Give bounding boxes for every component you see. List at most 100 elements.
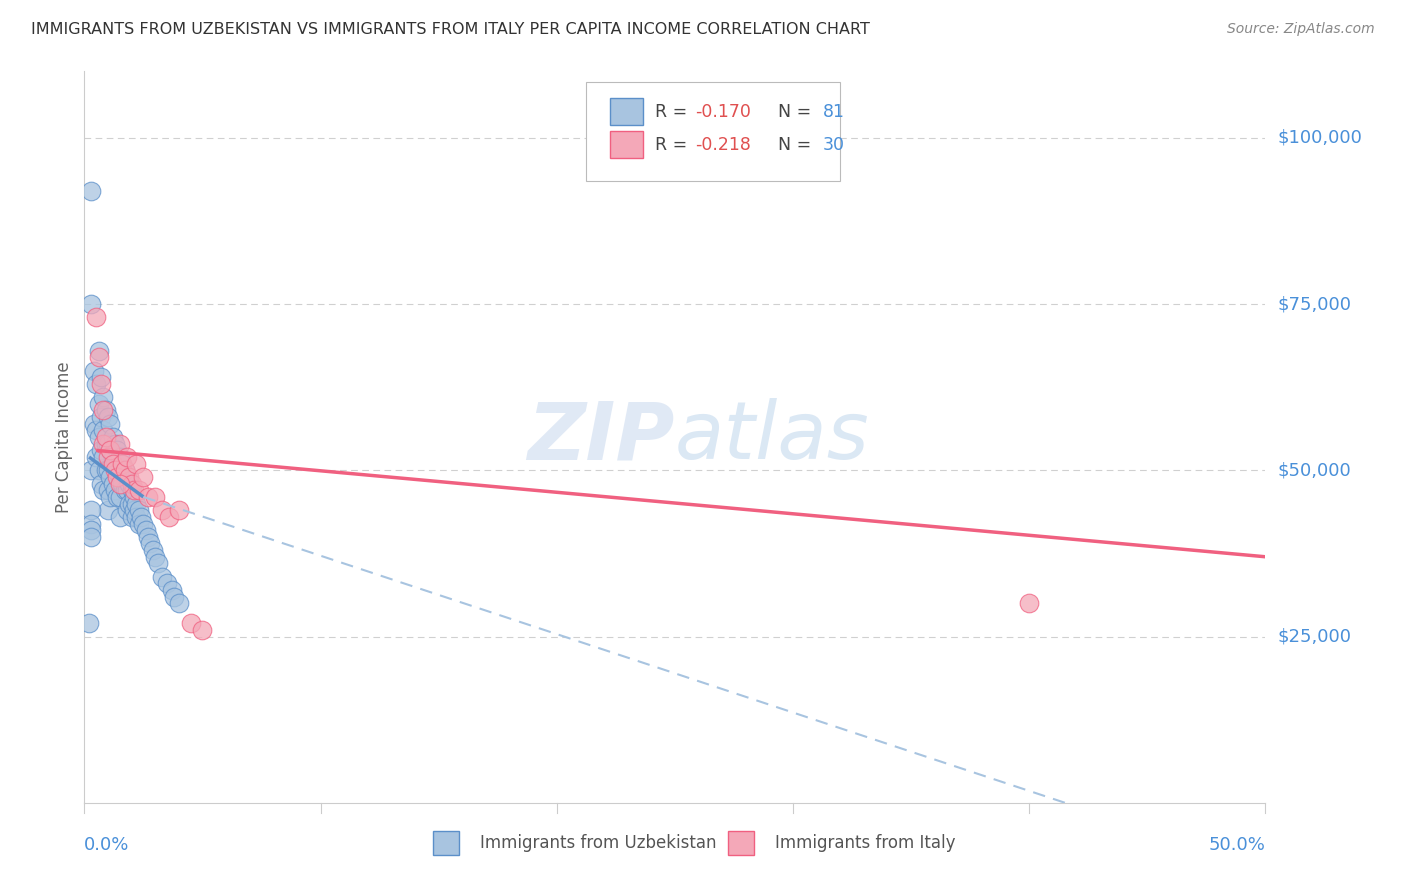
Point: [114, 463, 136, 477]
Point: [129, 509, 152, 524]
Text: atlas: atlas: [675, 398, 870, 476]
Point: [90, 376, 112, 391]
Point: [150, 503, 173, 517]
Point: [128, 503, 150, 517]
Point: [122, 503, 145, 517]
Point: [98, 443, 121, 458]
Point: [136, 530, 159, 544]
Point: [98, 417, 121, 431]
Point: [191, 623, 214, 637]
FancyBboxPatch shape: [610, 130, 643, 159]
Text: Immigrants from Italy: Immigrants from Italy: [775, 834, 956, 852]
Text: 81: 81: [823, 103, 845, 120]
Text: -0.218: -0.218: [695, 136, 751, 153]
Point: [107, 463, 129, 477]
Point: [97, 503, 120, 517]
Point: [97, 450, 120, 464]
Text: ZIP: ZIP: [527, 398, 675, 476]
Point: [98, 443, 121, 458]
Point: [108, 436, 131, 450]
Point: [157, 509, 180, 524]
Point: [156, 576, 179, 591]
Point: [84, 424, 107, 438]
Point: [121, 476, 143, 491]
Point: [136, 490, 159, 504]
Text: $25,000: $25,000: [1277, 628, 1351, 646]
Point: [84, 376, 107, 391]
Point: [104, 457, 127, 471]
Point: [97, 410, 120, 425]
Point: [142, 543, 165, 558]
Point: [84, 450, 107, 464]
Point: [94, 436, 117, 450]
Point: [91, 403, 114, 417]
Point: [94, 403, 117, 417]
Point: [146, 557, 169, 571]
Point: [97, 436, 120, 450]
Point: [87, 351, 110, 365]
Text: Source: ZipAtlas.com: Source: ZipAtlas.com: [1227, 22, 1375, 37]
Point: [115, 503, 138, 517]
Point: [91, 390, 114, 404]
Point: [108, 490, 131, 504]
Point: [108, 509, 131, 524]
Point: [114, 463, 136, 477]
Point: [122, 483, 145, 498]
Point: [128, 516, 150, 531]
Point: [80, 184, 103, 198]
Point: [135, 523, 157, 537]
Point: [90, 476, 112, 491]
Point: [87, 463, 110, 477]
Point: [97, 483, 120, 498]
Point: [125, 457, 148, 471]
Text: Immigrants from Uzbekistan: Immigrants from Uzbekistan: [479, 834, 717, 852]
Point: [143, 549, 166, 564]
Point: [91, 436, 114, 450]
Point: [107, 490, 129, 504]
Point: [80, 516, 103, 531]
Point: [122, 490, 145, 504]
Point: [97, 463, 120, 477]
FancyBboxPatch shape: [586, 82, 841, 181]
Point: [107, 470, 129, 484]
Point: [91, 450, 114, 464]
Point: [125, 497, 148, 511]
Point: [90, 370, 112, 384]
Point: [108, 476, 131, 491]
Point: [84, 310, 107, 325]
Point: [108, 470, 131, 484]
Point: [111, 457, 134, 471]
Point: [91, 483, 114, 498]
Point: [108, 450, 131, 464]
Point: [167, 503, 190, 517]
Text: $75,000: $75,000: [1277, 295, 1351, 313]
Text: R =: R =: [655, 103, 693, 120]
Point: [125, 509, 148, 524]
Point: [160, 582, 183, 597]
Point: [115, 470, 138, 484]
Point: [87, 430, 110, 444]
Point: [132, 516, 155, 531]
Point: [121, 497, 143, 511]
Point: [80, 463, 103, 477]
Point: [111, 476, 134, 491]
Point: [83, 417, 105, 431]
Point: [128, 483, 150, 498]
Text: N =: N =: [768, 103, 817, 120]
Point: [115, 450, 138, 464]
Point: [94, 463, 117, 477]
Point: [1018, 596, 1040, 610]
Point: [107, 443, 129, 458]
FancyBboxPatch shape: [728, 831, 754, 855]
Point: [90, 410, 112, 425]
Point: [104, 436, 127, 450]
Point: [167, 596, 190, 610]
Text: 30: 30: [823, 136, 845, 153]
Point: [80, 297, 103, 311]
Point: [87, 343, 110, 358]
Point: [80, 503, 103, 517]
Point: [139, 536, 162, 550]
Point: [91, 424, 114, 438]
Point: [121, 509, 143, 524]
Text: 0.0%: 0.0%: [84, 836, 129, 854]
